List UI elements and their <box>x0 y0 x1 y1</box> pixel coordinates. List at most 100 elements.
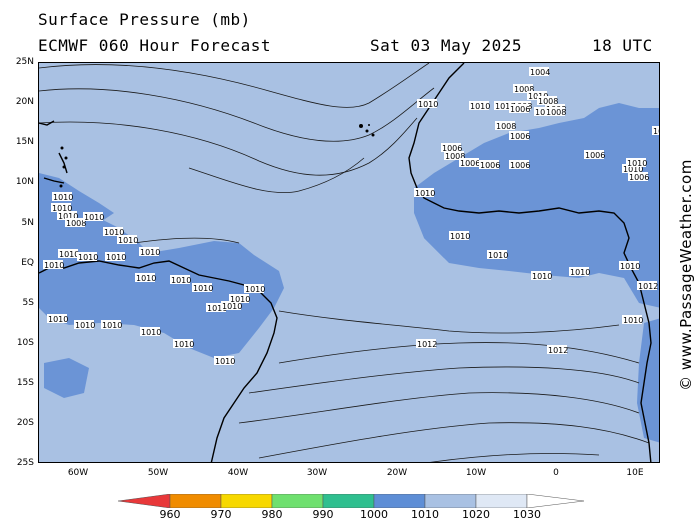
isobar-label-bg <box>214 356 234 365</box>
lon-label: 0 <box>553 468 559 478</box>
lat-label: 25S <box>16 458 34 468</box>
isobar-label: 1010 <box>141 328 161 337</box>
isobar-label-bg <box>244 284 264 293</box>
isobar-label: 1010 <box>102 321 122 330</box>
legend-swatch <box>220 494 273 508</box>
isobar-label-bg <box>622 164 642 173</box>
isobar-label: 1006 <box>510 161 530 170</box>
lon-label: 20W <box>386 468 408 478</box>
isobar-label: 1010 <box>174 340 194 349</box>
isobar-label-bg <box>449 231 469 240</box>
isobar-label: 1010 <box>570 268 590 277</box>
isobar-label: 1010 <box>171 276 191 285</box>
isobar-label-bg <box>527 91 547 100</box>
legend-value: 1000 <box>360 508 388 521</box>
isobar-label: 1010 <box>136 274 156 283</box>
isobar-label-bg <box>509 131 529 140</box>
isobar-label-bg <box>531 271 551 280</box>
isobar-label: 1010 <box>245 285 265 294</box>
isobar-label-bg <box>43 260 63 269</box>
isobar-label-bg <box>444 151 464 160</box>
isobar-label-bg <box>77 252 97 261</box>
isobar-label: 1010 <box>140 248 160 257</box>
legend-value: 970 <box>210 508 232 521</box>
islands <box>57 124 375 200</box>
isobar-label: 1006 <box>510 132 530 141</box>
isobar-label-bg <box>101 320 121 329</box>
isobar-label-bg <box>417 99 437 108</box>
legend-swatch <box>271 494 324 508</box>
legend-swatch <box>322 494 375 508</box>
watermark: © www.PassageWeather.com <box>676 150 696 400</box>
legend-value: 980 <box>261 508 283 521</box>
isobar-label: 1010 <box>52 204 72 213</box>
isobar-label: 1010 <box>620 262 640 271</box>
lat-label: 20N <box>15 97 34 107</box>
isobar-label: 1008 <box>546 108 566 117</box>
isobar-label-bg <box>479 160 499 169</box>
isobar-label-bg <box>229 294 249 303</box>
isobar-label: 1010 <box>415 189 435 198</box>
isobar-label-bg <box>192 283 212 292</box>
isobar-label: 1010 <box>450 232 470 241</box>
lat-label: 20S <box>16 418 34 428</box>
isobar-label: 1010 <box>653 127 660 136</box>
isobar-label: 1010 <box>215 357 235 366</box>
isobar-label: 1008 <box>496 122 516 131</box>
low-pressure-fill <box>39 103 659 443</box>
legend-value: 990 <box>312 508 334 521</box>
isobar-label: 1008 <box>514 85 534 94</box>
isobar-label-bg <box>173 339 193 348</box>
isobar-label: 1006 <box>510 105 530 114</box>
isobar-label: 1006 <box>480 161 500 170</box>
isobar-label-bg <box>170 275 190 284</box>
coastlines <box>39 63 652 462</box>
isobar-label: 1008 <box>538 97 558 106</box>
isobar-label: 1010 <box>84 213 104 222</box>
isobar-label-bg <box>584 150 604 159</box>
isobar-label: 1010 <box>207 304 227 313</box>
lon-label: 40W <box>227 468 249 478</box>
isobar-label-bg <box>547 345 567 354</box>
isobar-label-bg <box>509 160 529 169</box>
map-canvas: 1004100810101008100810101010100610061008… <box>39 63 660 462</box>
isobar-label: 1010 <box>230 295 250 304</box>
isobar-label: 1008 <box>66 219 86 228</box>
isobar-label: 1006 <box>442 144 462 153</box>
isobar-label: 1010 <box>418 100 438 109</box>
isobar-label-bg <box>513 84 533 93</box>
isobar-label-bg <box>487 250 507 259</box>
isobar-lines <box>39 63 650 462</box>
isobar-label-bg <box>545 107 565 116</box>
legend-value: 1020 <box>462 508 490 521</box>
isobar-label-bg <box>58 249 78 258</box>
isobar-label-bg <box>65 218 85 227</box>
isobar-label-bg <box>414 188 434 197</box>
isobar-label: 1010 <box>75 321 95 330</box>
lat-label: 5N <box>21 218 34 228</box>
isobar-label-bg <box>139 247 159 256</box>
isobar-label-bg <box>416 339 436 348</box>
isobar-label-bg <box>74 320 94 329</box>
lat-label: 15N <box>15 137 34 147</box>
lat-label: 15S <box>16 378 34 388</box>
isobar-label: 1012 <box>548 346 568 355</box>
isobar-label-bg <box>534 107 554 116</box>
isobar-label: 1010 <box>488 251 508 260</box>
map-title: Surface Pressure (mb) <box>38 10 251 29</box>
isobar-label-bg <box>652 126 659 135</box>
isobar-label-bg <box>206 303 226 312</box>
valid-time: 18 UTC <box>592 36 653 55</box>
legend-value: 960 <box>159 508 181 521</box>
isobar-label-bg <box>140 327 160 336</box>
lon-label: 50W <box>147 468 169 478</box>
isobar-label: 1010 <box>470 102 490 111</box>
watermark-text: © www.PassageWeather.com <box>677 159 695 391</box>
isobar-label-bg <box>117 235 137 244</box>
isobar-label-bg <box>509 104 529 113</box>
isobar-labels: 1004100810101008100810101010100610061008… <box>43 67 660 366</box>
isobar-label: 1010 <box>44 261 64 270</box>
legend-swatch <box>424 494 477 508</box>
isobar-label: 1012 <box>638 282 658 291</box>
isobar-label-bg <box>83 212 103 221</box>
